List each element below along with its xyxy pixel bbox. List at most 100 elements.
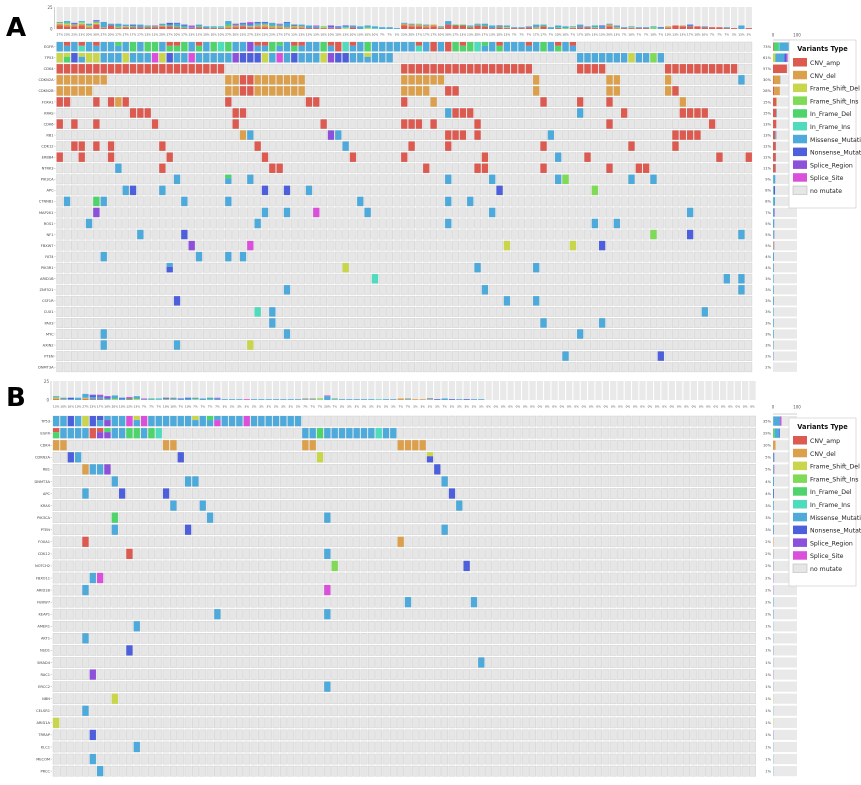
sample-bar-bg xyxy=(540,7,547,29)
cell-no-mutate xyxy=(173,119,181,129)
cell-no-mutate xyxy=(518,284,525,295)
cell-mutation xyxy=(364,42,371,52)
cell-no-mutate xyxy=(606,329,613,339)
cell-no-mutate xyxy=(591,251,599,262)
legend-swatch xyxy=(792,185,808,195)
cell-no-mutate xyxy=(562,251,569,262)
cell-mutation xyxy=(115,45,122,52)
cell-mutation xyxy=(225,42,232,52)
cell-no-mutate xyxy=(606,284,613,295)
cell-no-mutate xyxy=(686,284,694,295)
cell-no-mutate xyxy=(745,52,753,63)
sample-percent-label: 13% xyxy=(467,33,474,37)
cell-no-mutate xyxy=(195,284,203,295)
cell-no-mutate xyxy=(518,273,525,284)
cell-no-mutate xyxy=(510,141,518,152)
cell-no-mutate xyxy=(554,318,562,328)
gene-percent-label: 35% xyxy=(763,419,772,423)
cell-no-mutate xyxy=(430,295,437,306)
cell-no-mutate xyxy=(276,362,284,373)
cell-no-mutate xyxy=(635,240,643,251)
cell-no-mutate xyxy=(576,295,584,306)
cell-no-mutate xyxy=(606,141,613,152)
cell-no-mutate xyxy=(536,415,544,427)
cell-mutation xyxy=(419,440,426,451)
cell-no-mutate xyxy=(679,284,687,295)
sample-bar-bg xyxy=(580,381,588,400)
cell-no-mutate xyxy=(569,141,577,152)
sample-bar-segment xyxy=(89,399,96,400)
cell-no-mutate xyxy=(657,218,665,229)
cell-mutation xyxy=(100,329,107,339)
cell-no-mutate xyxy=(598,295,606,306)
cell-no-mutate xyxy=(305,251,313,262)
cell-no-mutate xyxy=(569,318,577,328)
cell-mutation xyxy=(115,97,122,107)
cell-no-mutate xyxy=(268,329,276,339)
cell-mutation-secondary xyxy=(166,263,173,267)
sample-bar-segment xyxy=(107,23,115,26)
sample-bar-bg xyxy=(478,381,485,400)
sample-bar-bg xyxy=(646,381,654,400)
cell-no-mutate xyxy=(741,427,749,439)
cell-no-mutate xyxy=(195,185,203,196)
cell-no-mutate xyxy=(573,439,580,451)
cell-mutation xyxy=(283,329,291,339)
cell-no-mutate xyxy=(620,130,628,141)
cell-no-mutate xyxy=(716,329,723,339)
cell-no-mutate xyxy=(584,141,591,152)
cell-no-mutate xyxy=(452,152,459,163)
cell-no-mutate xyxy=(265,451,273,463)
sample-bar-segment xyxy=(459,24,467,26)
cell-no-mutate xyxy=(598,41,606,52)
cell-no-mutate xyxy=(554,240,562,251)
sample-bar-bg xyxy=(558,381,566,400)
cell-no-mutate xyxy=(672,306,679,317)
cell-no-mutate xyxy=(56,185,64,196)
cell-no-mutate xyxy=(93,152,100,163)
cell-no-mutate xyxy=(400,218,408,229)
cell-no-mutate xyxy=(547,306,555,317)
cell-no-mutate xyxy=(342,152,350,163)
cell-mutation xyxy=(577,64,584,74)
cell-no-mutate xyxy=(202,108,210,118)
cell-no-mutate xyxy=(573,476,580,487)
cell-no-mutate xyxy=(246,351,254,362)
cell-no-mutate xyxy=(635,119,643,129)
sample-bar-segment xyxy=(63,24,71,27)
cell-no-mutate xyxy=(283,251,291,262)
cell-mutation xyxy=(177,416,184,427)
cell-no-mutate xyxy=(188,97,196,107)
cell-no-mutate xyxy=(602,427,610,439)
sample-bar-bg xyxy=(305,7,313,29)
cell-no-mutate xyxy=(591,240,599,251)
cell-no-mutate xyxy=(386,97,394,107)
cell-no-mutate xyxy=(635,41,643,52)
cell-no-mutate xyxy=(180,329,188,339)
cell-no-mutate xyxy=(301,415,309,427)
cell-no-mutate xyxy=(547,229,555,240)
gene-bar-bg xyxy=(773,119,797,129)
cell-no-mutate xyxy=(199,464,207,475)
cell-mutation xyxy=(474,130,481,140)
cell-no-mutate xyxy=(503,185,511,196)
cell-no-mutate xyxy=(492,464,500,475)
cell-no-mutate xyxy=(254,262,262,273)
cell-no-mutate xyxy=(668,415,676,427)
sample-percent-label: 7% xyxy=(387,33,392,37)
cell-mutation xyxy=(82,428,89,439)
cell-no-mutate xyxy=(261,318,269,328)
cell-mutation xyxy=(467,64,474,74)
sample-percent-label: 7% xyxy=(332,405,337,409)
cell-no-mutate xyxy=(686,362,694,373)
cell-no-mutate xyxy=(617,415,624,427)
cell-no-mutate xyxy=(708,295,716,306)
cell-no-mutate xyxy=(521,439,529,451)
sample-bar-segment xyxy=(188,28,195,29)
cell-mutation xyxy=(188,42,195,52)
sample-bar-segment xyxy=(419,399,426,400)
cell-no-mutate xyxy=(144,152,152,163)
cell-no-mutate xyxy=(320,218,328,229)
cell-no-mutate xyxy=(554,85,562,96)
sample-bar-bg xyxy=(111,381,118,400)
